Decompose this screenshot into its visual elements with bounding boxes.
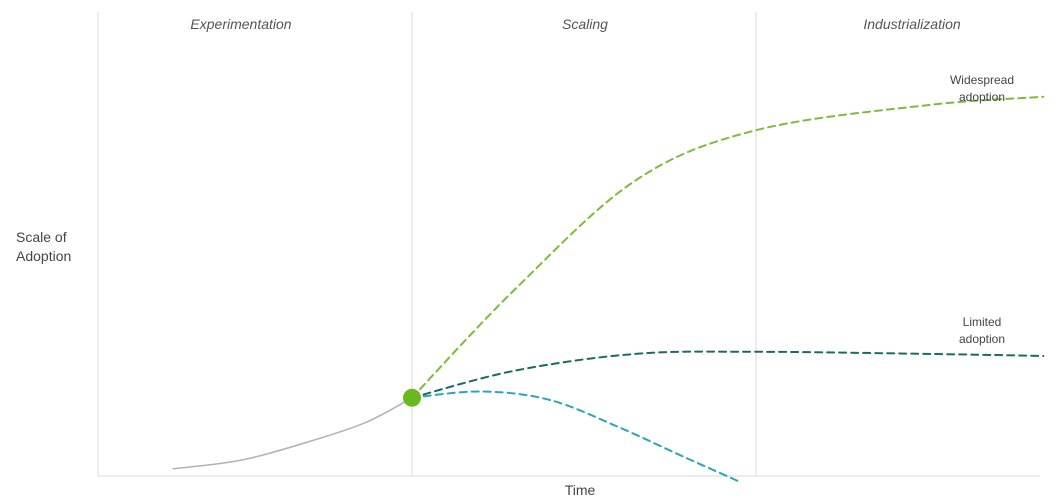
- series-line-history: [172, 397, 413, 470]
- limited-label-line-1: Limited: [963, 315, 1002, 329]
- series-line-abandoned: [411, 390, 740, 483]
- widespread-label-line-2: adoption: [959, 90, 1005, 104]
- series-line-limited: [411, 350, 1045, 399]
- phase-label-experimentation: Experimentation: [190, 16, 291, 32]
- x-axis-label: Time: [565, 482, 596, 498]
- phase-label-industrialization: Industrialization: [863, 16, 960, 32]
- phase-label-scaling: Scaling: [562, 16, 608, 32]
- series-layer: [172, 95, 1045, 483]
- y-axis-label-line-1: Scale of: [16, 229, 67, 245]
- widespread-label-line-1: Widespread: [950, 73, 1014, 87]
- transition-point-marker: [403, 388, 421, 407]
- limited-label-line-2: adoption: [959, 332, 1005, 346]
- marker-layer: [403, 388, 421, 407]
- text-layer: Experimentation Scaling Industrializatio…: [16, 16, 1014, 498]
- series-line-widespread: [411, 95, 1045, 399]
- grid-layer: [97, 12, 1040, 477]
- y-axis-label-line-2: Adoption: [16, 248, 71, 264]
